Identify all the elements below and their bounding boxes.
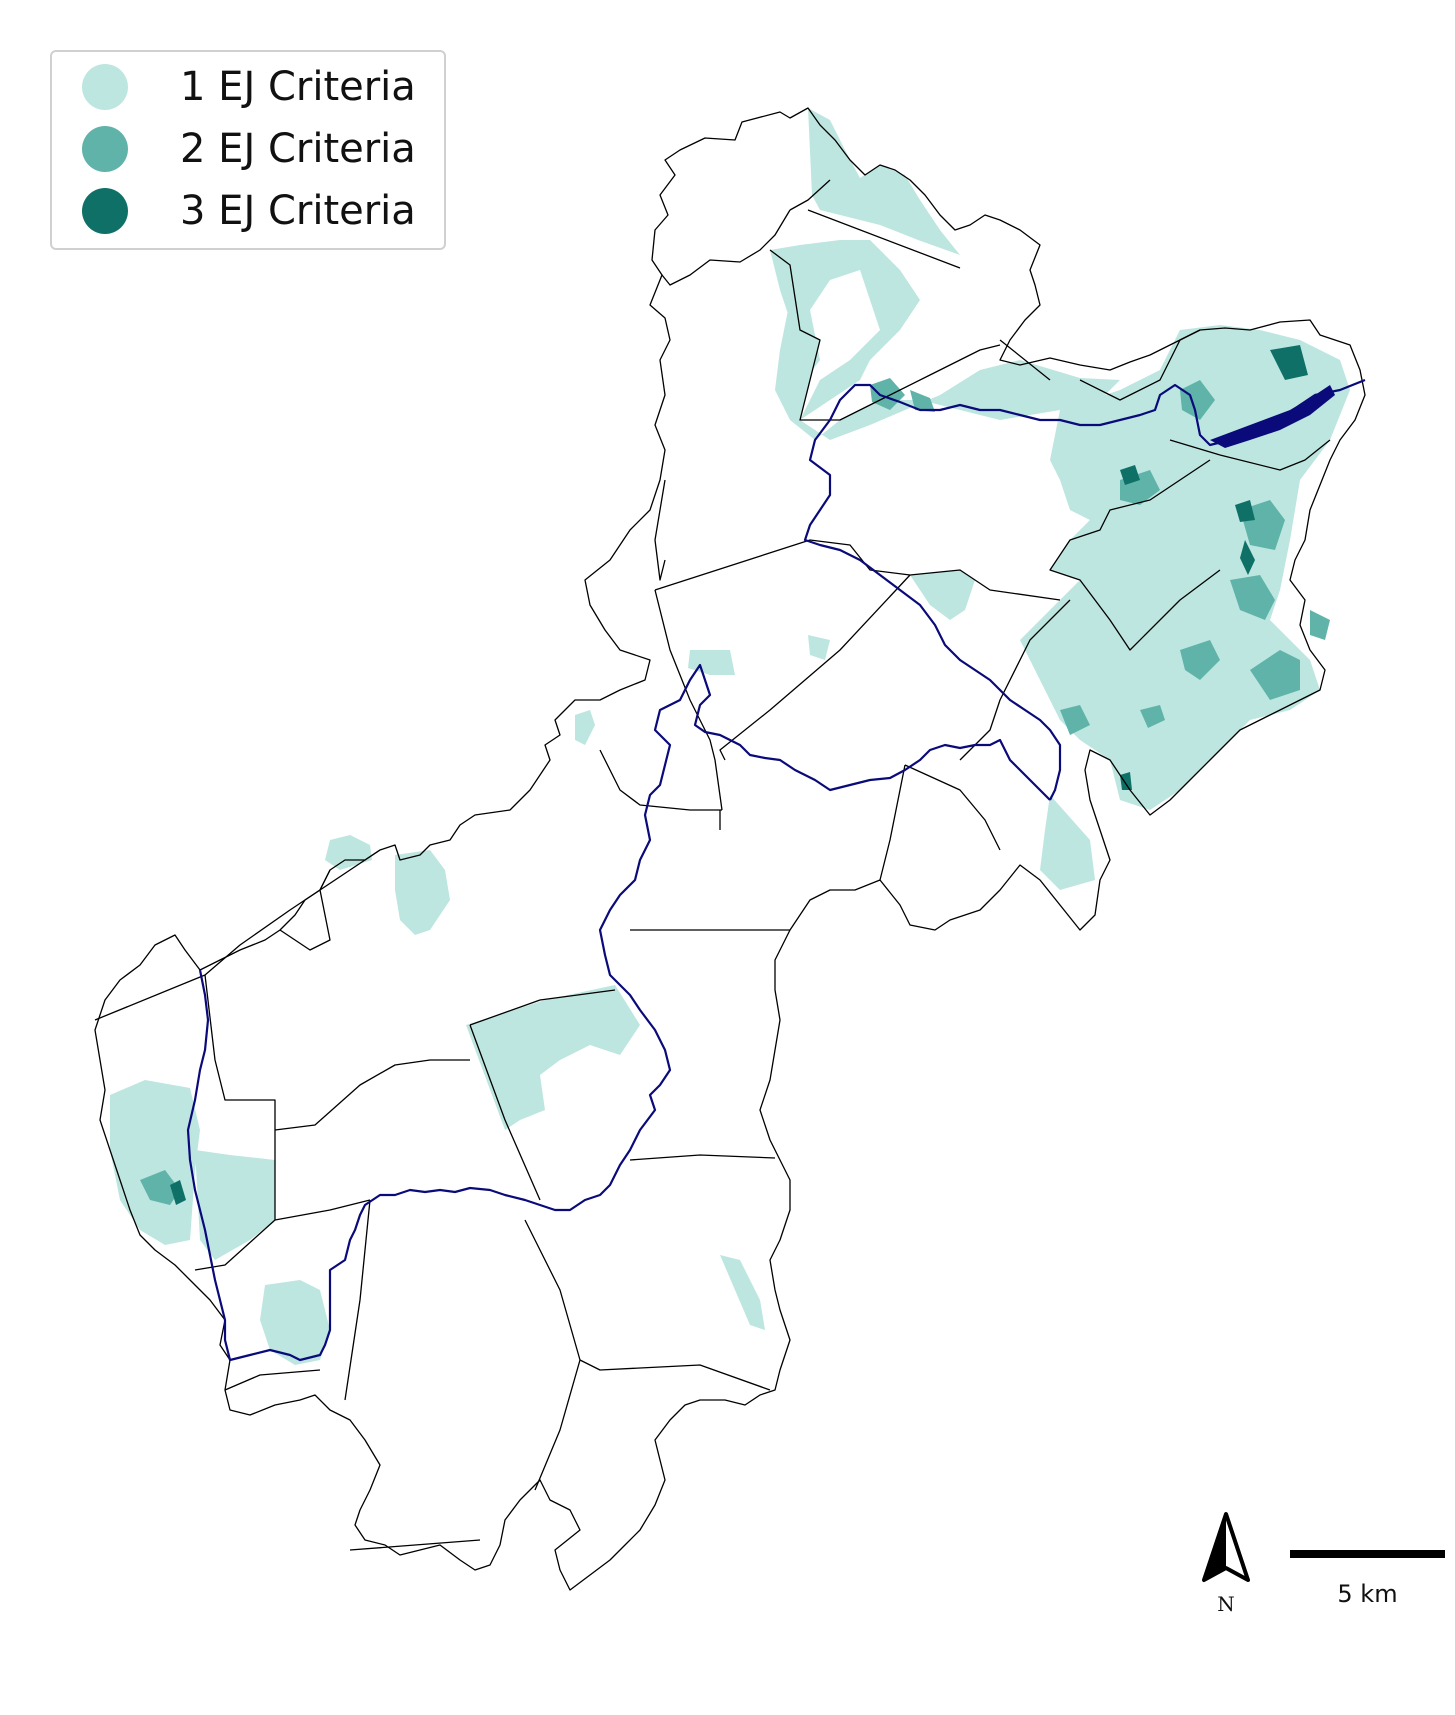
ej-area-central-3 <box>575 710 595 745</box>
ej-area-west-1 <box>325 835 372 870</box>
legend-item-3: 3 EJ Criteria <box>82 186 416 236</box>
ej-area-south-1 <box>260 1280 330 1365</box>
legend-swatch-2 <box>82 126 128 172</box>
ej-area-southwest-2 <box>195 1150 275 1260</box>
ej-area-center-large <box>466 985 640 1130</box>
legend-swatch-1 <box>82 64 128 110</box>
ej-area-north <box>808 108 960 255</box>
ej-area-nw-belt <box>770 250 1120 440</box>
ej-areas-level-1 <box>110 108 1350 1365</box>
ej-area-central-east <box>910 570 975 620</box>
ej-area-central-1 <box>688 650 735 675</box>
scale-bar: 5 km <box>1290 1550 1445 1620</box>
ej-area-west-2 <box>395 850 450 935</box>
legend-label-1: 1 EJ Criteria <box>180 64 416 110</box>
ej-areas-level-2 <box>140 378 1330 1205</box>
legend-label-2: 2 EJ Criteria <box>180 126 416 172</box>
legend-item-2: 2 EJ Criteria <box>82 124 416 174</box>
ej-area-south-east-1 <box>720 1255 765 1330</box>
scale-bar-line <box>1290 1550 1445 1558</box>
ej-areas-level-3 <box>170 345 1308 1205</box>
ej-area-southwest-1 <box>110 1080 200 1245</box>
district-boundaries <box>94 107 1366 1591</box>
river-estuary <box>1210 385 1335 448</box>
ej-area-southeast-1 <box>1040 795 1095 890</box>
legend-swatch-3 <box>82 188 128 234</box>
legend-label-3: 3 EJ Criteria <box>180 188 416 234</box>
legend: 1 EJ Criteria 2 EJ Criteria 3 EJ Criteri… <box>50 50 446 250</box>
north-arrow-icon <box>1202 1512 1250 1582</box>
north-label: N <box>1217 1592 1235 1616</box>
scale-bar-label: 5 km <box>1337 1580 1398 1608</box>
legend-item-1: 1 EJ Criteria <box>82 62 416 112</box>
river <box>186 378 1366 1362</box>
ej-area-central-2 <box>808 635 830 660</box>
north-arrow: N <box>1200 1510 1260 1620</box>
outer-boundary <box>94 107 1366 1591</box>
ej-area-east-south <box>1080 650 1150 740</box>
